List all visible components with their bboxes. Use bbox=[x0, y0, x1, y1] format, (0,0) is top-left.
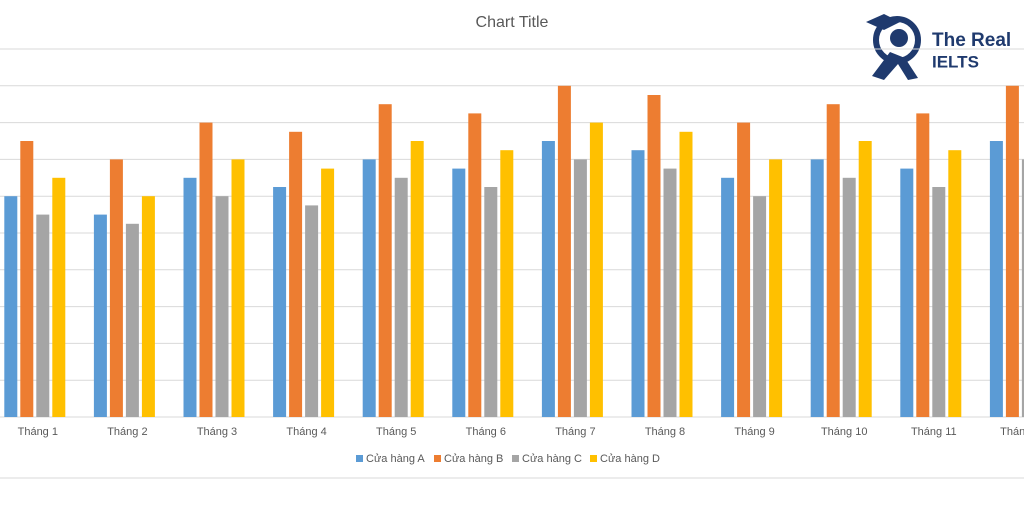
bar bbox=[4, 196, 18, 417]
logo-cap bbox=[866, 14, 900, 30]
logo-body bbox=[872, 52, 918, 80]
bar bbox=[900, 168, 914, 417]
bar bbox=[20, 141, 34, 417]
bar bbox=[721, 177, 735, 417]
bar bbox=[769, 159, 783, 417]
legend-swatch bbox=[434, 455, 441, 462]
bar bbox=[1005, 85, 1019, 418]
bar bbox=[452, 168, 466, 417]
bar bbox=[647, 95, 661, 417]
bar bbox=[753, 196, 767, 417]
bar bbox=[500, 150, 514, 417]
logo-head bbox=[890, 29, 908, 47]
bar bbox=[737, 122, 751, 417]
logo-text: The Real bbox=[932, 30, 1011, 51]
legend-label: Cửa hàng C bbox=[522, 453, 582, 465]
bar bbox=[541, 141, 555, 417]
bar bbox=[842, 177, 856, 417]
legend-swatch bbox=[512, 455, 519, 462]
x-tick-label: Tháng 3 bbox=[197, 426, 237, 438]
bar bbox=[948, 150, 962, 417]
bar bbox=[1021, 159, 1024, 417]
bar bbox=[199, 122, 213, 417]
bar bbox=[826, 104, 840, 417]
legend-label: Cửa hàng D bbox=[600, 453, 660, 465]
x-tick-label: Tháng 2 bbox=[107, 426, 147, 438]
bar bbox=[183, 177, 197, 417]
bar bbox=[273, 187, 287, 417]
x-tick-label: Tháng 10 bbox=[821, 426, 867, 438]
x-tick-label: Tháng 7 bbox=[555, 426, 595, 438]
bar bbox=[93, 214, 107, 417]
bar bbox=[125, 223, 139, 417]
bar bbox=[932, 187, 946, 417]
logo-text: IELTS bbox=[932, 52, 979, 71]
bar bbox=[109, 159, 123, 417]
x-tick-label: Tháng 1 bbox=[18, 426, 58, 438]
bar bbox=[321, 168, 335, 417]
bar bbox=[52, 177, 66, 417]
logo: The Real IELTS bbox=[866, 14, 1011, 80]
chart-title: Chart Title bbox=[476, 14, 549, 31]
bar bbox=[858, 141, 872, 417]
x-tick-label: Tháng 11 bbox=[911, 426, 957, 438]
bar bbox=[36, 214, 50, 417]
x-tick-label: Tháng 9 bbox=[734, 426, 774, 438]
bar bbox=[589, 122, 603, 417]
bar bbox=[378, 104, 392, 417]
bar bbox=[215, 196, 229, 417]
bar bbox=[468, 113, 482, 418]
x-tick-label: Tháng 5 bbox=[376, 426, 416, 438]
legend-label: Cửa hàng B bbox=[444, 453, 503, 465]
bar bbox=[810, 159, 824, 417]
x-tick-label: Tháng 4 bbox=[286, 426, 326, 438]
legend-label: Cửa hàng A bbox=[366, 453, 425, 465]
bar bbox=[631, 150, 645, 417]
bar bbox=[916, 113, 930, 418]
x-tick-label: Tháng 6 bbox=[466, 426, 506, 438]
legend-swatch bbox=[356, 455, 363, 462]
bar bbox=[410, 141, 424, 417]
x-tick-label: Tháng 12 bbox=[1000, 426, 1024, 438]
bar bbox=[663, 168, 677, 417]
bar bbox=[362, 159, 376, 417]
bar bbox=[394, 177, 408, 417]
bar bbox=[484, 187, 498, 417]
bar bbox=[573, 159, 587, 417]
legend-swatch bbox=[590, 455, 597, 462]
bar bbox=[679, 131, 693, 418]
x-tick-label: Tháng 8 bbox=[645, 426, 685, 438]
bar bbox=[231, 159, 245, 417]
bar bbox=[141, 196, 155, 417]
bar bbox=[557, 85, 571, 418]
bar bbox=[305, 205, 319, 417]
bar bbox=[989, 141, 1003, 417]
bar bbox=[289, 131, 303, 418]
